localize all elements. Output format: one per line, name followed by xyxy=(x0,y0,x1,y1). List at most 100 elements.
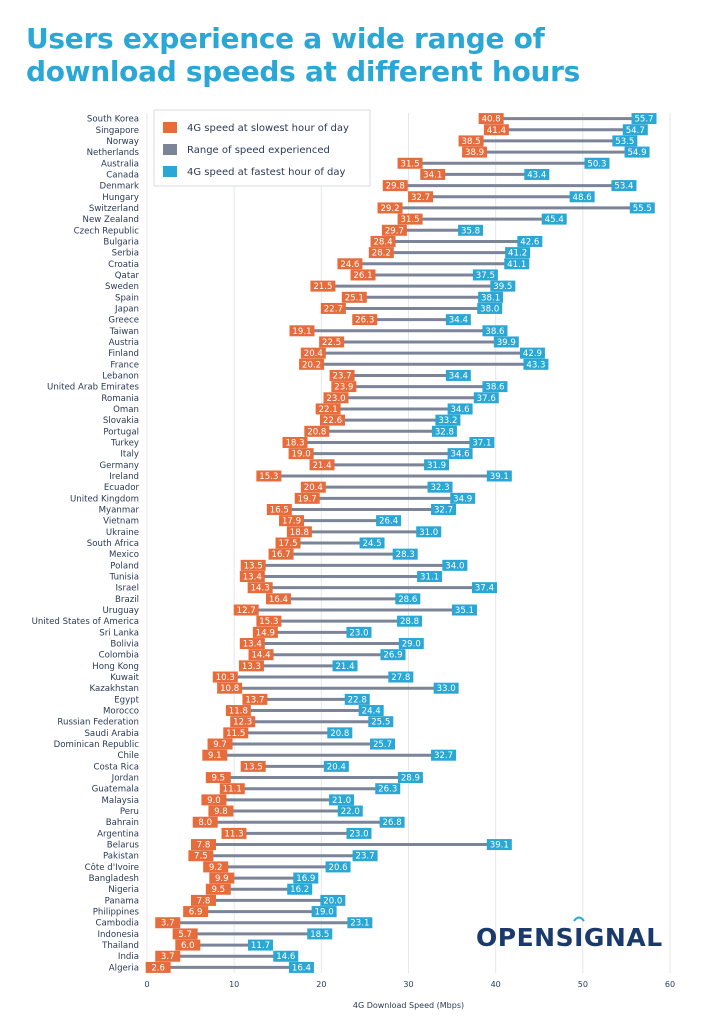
x-tick-label: 50 xyxy=(578,980,588,989)
chart-row: Romania 23.0 37.6 xyxy=(101,392,499,404)
slow-speed-label: 19.7 xyxy=(298,494,317,504)
slow-speed-marker xyxy=(319,414,345,426)
chart-row: Vietnam 17.9 26.4 xyxy=(103,515,402,527)
slow-speed-label: 22.5 xyxy=(322,338,341,348)
fast-speed-label: 25.5 xyxy=(371,718,390,728)
country-label: Colombia xyxy=(99,651,139,661)
fast-speed-marker xyxy=(375,783,401,795)
logo-i-with-signal: I xyxy=(573,916,585,952)
chart-row: Switzerland 29.2 55.5 xyxy=(89,202,655,214)
chart-row: Cambodia 3.7 23.1 xyxy=(96,917,373,929)
slow-speed-marker xyxy=(289,325,315,337)
slow-speed-marker xyxy=(310,280,336,292)
country-label: Sweden xyxy=(105,282,139,292)
country-label: Czech Republic xyxy=(74,226,140,236)
fast-speed-marker xyxy=(541,213,567,225)
slow-speed-label: 9.8 xyxy=(214,807,228,817)
slow-speed-marker xyxy=(221,827,247,839)
fast-speed-marker xyxy=(629,202,655,214)
fast-speed-marker xyxy=(431,425,457,437)
slow-speed-marker xyxy=(483,124,509,136)
fast-speed-label: 16.2 xyxy=(290,885,309,895)
slow-speed-marker xyxy=(208,805,234,817)
slow-speed-label: 11.8 xyxy=(229,707,248,717)
fast-speed-label: 41.1 xyxy=(507,260,526,270)
country-label: Kuwait xyxy=(110,673,139,683)
slow-speed-marker xyxy=(397,213,423,225)
fast-speed-label: 38.0 xyxy=(480,304,499,314)
fast-speed-label: 20.6 xyxy=(328,863,347,873)
fast-speed-label: 38.1 xyxy=(481,293,500,303)
slow-speed-marker xyxy=(381,224,407,236)
fast-speed-label: 31.0 xyxy=(419,528,438,538)
fast-speed-marker xyxy=(380,649,406,661)
fast-speed-marker xyxy=(482,381,508,393)
country-label: Peru xyxy=(120,807,139,817)
x-tick-label: 10 xyxy=(229,980,239,989)
fast-speed-marker xyxy=(327,727,353,739)
fast-speed-label: 23.0 xyxy=(349,829,368,839)
chart-row: Poland 13.5 34.0 xyxy=(110,559,468,571)
slow-speed-label: 20.2 xyxy=(302,360,321,370)
country-label: United Kingdom xyxy=(70,494,139,504)
slow-speed-marker xyxy=(233,604,259,616)
country-label: Spain xyxy=(115,293,139,303)
chart-row: Norway 38.5 53.5 xyxy=(106,135,638,147)
country-label: Dominican Republic xyxy=(54,740,140,750)
slow-speed-label: 20.4 xyxy=(304,349,323,359)
country-label: Denmark xyxy=(100,182,140,192)
chart-row: Jordan 9.5 28.9 xyxy=(111,772,423,784)
slow-speed-marker xyxy=(207,738,233,750)
slow-speed-label: 25.1 xyxy=(345,293,364,303)
country-label: Egypt xyxy=(114,695,139,705)
slow-speed-marker xyxy=(205,772,231,784)
slow-speed-label: 9.9 xyxy=(215,874,229,884)
fast-speed-marker xyxy=(311,906,337,918)
fast-speed-marker xyxy=(376,515,402,527)
chart-row: Mexico 16.7 28.3 xyxy=(109,548,418,560)
legend-label-fast: 4G speed at fastest hour of day xyxy=(187,167,346,178)
slow-speed-label: 7.8 xyxy=(197,896,211,906)
slow-speed-label: 22.6 xyxy=(323,416,342,426)
legend-box xyxy=(153,109,371,187)
fast-speed-marker xyxy=(368,716,394,728)
slow-speed-marker xyxy=(203,861,229,873)
slow-speed-label: 18.8 xyxy=(290,528,309,538)
country-label: Greece xyxy=(108,316,139,326)
slow-speed-label: 13.3 xyxy=(242,662,261,672)
fast-speed-marker xyxy=(395,593,421,605)
slow-speed-marker xyxy=(319,336,345,348)
chart-row: Croatia 24.6 41.1 xyxy=(108,258,530,270)
country-label: Serbia xyxy=(112,249,139,259)
country-label: United States of America xyxy=(32,617,139,627)
slow-speed-marker xyxy=(350,269,376,281)
country-label: South Africa xyxy=(87,539,139,549)
chart-row: Hungary 32.7 48.6 xyxy=(102,191,595,203)
chart-row: Kuwait 10.3 27.8 xyxy=(110,671,414,683)
slow-speed-marker xyxy=(240,760,266,772)
fast-speed-label: 33.2 xyxy=(438,416,457,426)
slow-speed-marker xyxy=(190,894,216,906)
fast-speed-marker xyxy=(398,638,424,650)
country-label: Brazil xyxy=(115,595,139,605)
x-axis-ticks: 0 10 20 30 40 50 60 xyxy=(144,980,675,989)
slow-speed-label: 29.7 xyxy=(385,226,404,236)
slow-speed-marker xyxy=(408,191,434,203)
slow-speed-marker xyxy=(172,928,198,940)
chart-row: Sweden 21.5 39.5 xyxy=(105,280,516,292)
chart-row: United States of America 15.3 28.8 xyxy=(32,615,423,627)
slow-speed-marker xyxy=(370,235,396,247)
fast-speed-marker xyxy=(273,950,299,962)
chart-row: Egypt 13.7 22.8 xyxy=(114,693,370,705)
fast-speed-label: 26.9 xyxy=(383,651,402,661)
chart-row: Singapore 41.4 54.7 xyxy=(96,124,648,136)
x-tick-label: 20 xyxy=(316,980,326,989)
slow-speed-label: 3.7 xyxy=(161,952,175,962)
chart-row: Slovakia 22.6 33.2 xyxy=(103,414,461,426)
fast-speed-label: 34.0 xyxy=(445,561,464,571)
chart-row: Uruguay 12.7 35.1 xyxy=(102,604,477,616)
fast-speed-marker xyxy=(624,146,650,158)
slow-speed-label: 38.9 xyxy=(465,148,484,158)
chart-row: Algeria 2.6 16.4 xyxy=(109,961,314,973)
